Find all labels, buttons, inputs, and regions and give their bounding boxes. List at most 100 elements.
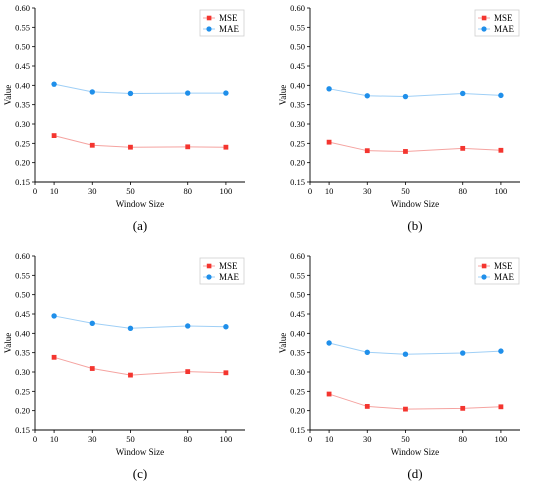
- mse-point-d: [326, 391, 332, 397]
- y-tick-label-d: 0.25: [290, 386, 305, 396]
- chart-c-svg: 0.15 0.20 0.25 0.30 0.35 0.40 0.45 0.50 0.55 0.60…: [3, 251, 245, 481]
- y-axis-title-c: Value: [3, 333, 13, 354]
- chart-panel-c: 0.15 0.20 0.25 0.30 0.35 0.40 0.45 0.50 0.55 0.60…: [0, 248, 275, 491]
- panel-label-d: (d): [407, 466, 422, 481]
- x-tick-label-b: 30: [363, 186, 372, 196]
- mae-point-c: [127, 325, 134, 332]
- mae-legend-marker-b: [481, 26, 487, 32]
- x-tick-label-b: 50: [401, 186, 410, 196]
- mse-legend-label-d: MSE: [494, 261, 513, 271]
- chart-d-svg: 0.15 0.20 0.25 0.30 0.35 0.40 0.45 0.50 0.55 0.60…: [278, 251, 520, 481]
- y-tick-label-c: 0.45: [15, 309, 30, 319]
- x-tick-label-d: 100: [495, 434, 508, 444]
- x-tick-label-d: 10: [325, 434, 334, 444]
- panel-label-a: (a): [133, 218, 147, 233]
- mae-point-d: [498, 348, 504, 354]
- y-tick-label-c: 0.55: [15, 270, 30, 280]
- mae-point-a: [51, 81, 57, 87]
- mse-series-line-d: [328, 393, 501, 410]
- mae-point-b: [460, 90, 466, 97]
- legend-box-a: [199, 9, 245, 37]
- y-axis-title-b: Value: [278, 85, 288, 106]
- mae-legend-label-c: MAE: [219, 272, 240, 282]
- panel-label-b: (b): [407, 218, 422, 233]
- mse-point-a: [223, 144, 229, 150]
- mae-point-a: [127, 90, 134, 97]
- y-tick-label-d: 0.55: [290, 270, 305, 280]
- x-tick-label-a: 50: [126, 186, 135, 196]
- y-tick-label-a: 0.25: [15, 138, 30, 148]
- mse-point-b: [460, 145, 466, 151]
- y-tick-label-a: 0.55: [15, 22, 30, 32]
- mae-legend-label-d: MAE: [494, 272, 515, 282]
- mse-point-c: [185, 369, 191, 375]
- y-tick-label-d: 0.20: [290, 406, 305, 416]
- mse-point-d: [498, 404, 504, 410]
- mse-series-line-c: [53, 356, 226, 376]
- mae-point-c: [51, 313, 57, 319]
- x-tick-label-a: 10: [50, 186, 59, 196]
- mae-point-b: [364, 93, 370, 99]
- mae-series-line-c: [53, 315, 226, 329]
- y-tick-label-a: 0.20: [15, 158, 30, 168]
- y-tick-label-d: 0.50: [290, 290, 305, 300]
- mse-legend-label-a: MSE: [219, 13, 238, 23]
- mse-point-a: [51, 133, 57, 138]
- y-tick-label-c: 0.25: [15, 386, 30, 396]
- mae-series-line-d: [328, 342, 501, 355]
- mae-legend-marker-c: [206, 274, 212, 280]
- mse-point-b: [364, 148, 370, 154]
- chart-panel-d: 0.15 0.20 0.25 0.30 0.35 0.40 0.45 0.50 0.55 0.60…: [275, 248, 550, 491]
- y-tick-label-b: 0.45: [290, 61, 305, 71]
- mse-legend-marker-b: [481, 15, 487, 21]
- mse-series-line-a: [53, 135, 226, 148]
- x-tick-label-a: 30: [88, 186, 97, 196]
- y-tick-label-a: 0.15: [15, 177, 30, 187]
- x-tick-label-a: 80: [183, 186, 192, 196]
- mse-point-b: [403, 149, 408, 154]
- mse-point-d: [403, 406, 408, 412]
- y-tick-label-d: 0.30: [290, 367, 305, 377]
- x-tick-label-b: 80: [458, 186, 467, 196]
- mae-point-b: [402, 93, 409, 100]
- x-axis-title-a: Window Size: [116, 199, 164, 209]
- mae-series-line-b: [329, 88, 501, 98]
- y-tick-label-c: 0.30: [15, 367, 30, 377]
- mse-point-a: [128, 144, 133, 150]
- mae-legend-label-a: MAE: [219, 24, 240, 34]
- mse-legend-marker-c: [206, 263, 212, 269]
- mse-series-line-b: [328, 141, 501, 152]
- mae-point-a: [223, 90, 229, 96]
- mse-legend-label-b: MSE: [494, 13, 513, 23]
- x-axis-title-c: Window Size: [116, 447, 164, 457]
- x-tick-label-c: 50: [126, 434, 135, 444]
- y-tick-label-c: 0.50: [15, 290, 30, 300]
- mae-legend-marker-d: [481, 274, 487, 280]
- mae-point-a: [89, 89, 95, 95]
- x-tick-label-d: 30: [363, 434, 372, 444]
- y-axis-title-d: Value: [278, 333, 288, 354]
- mse-point-c: [89, 366, 95, 371]
- y-tick-label-c: 0.60: [15, 251, 30, 261]
- mae-legend-label-b: MAE: [494, 24, 515, 34]
- mse-point-c: [128, 372, 133, 378]
- y-tick-label-b: 0.20: [290, 158, 305, 168]
- mse-point-b: [498, 147, 504, 153]
- y-tick-label-d: 0.60: [290, 251, 305, 261]
- chart-b-svg: 0.15 0.20 0.25 0.30 0.35 0.40 0.45 0.50 0.55 0.60…: [278, 3, 520, 233]
- x-tick-label-c: 30: [88, 434, 97, 444]
- y-tick-label-b: 0.40: [290, 80, 305, 90]
- x-tick-label-c: 100: [220, 434, 233, 444]
- y-tick-label-a: 0.50: [15, 42, 30, 52]
- mae-point-b: [326, 86, 332, 92]
- mse-point-b: [326, 139, 332, 145]
- y-tick-label-b: 0.15: [290, 177, 305, 187]
- mae-series-line-a: [53, 83, 226, 94]
- y-tick-label-b: 0.55: [290, 22, 305, 32]
- panel-label-c: (c): [133, 466, 147, 481]
- y-tick-label-a: 0.60: [15, 3, 30, 13]
- y-tick-label-b: 0.30: [290, 119, 305, 129]
- x-axis-title-d: Window Size: [391, 447, 439, 457]
- mse-legend-label-c: MSE: [219, 261, 238, 271]
- chart-panel-b: 0.15 0.20 0.25 0.30 0.35 0.40 0.45 0.50 0.55 0.60…: [275, 0, 550, 243]
